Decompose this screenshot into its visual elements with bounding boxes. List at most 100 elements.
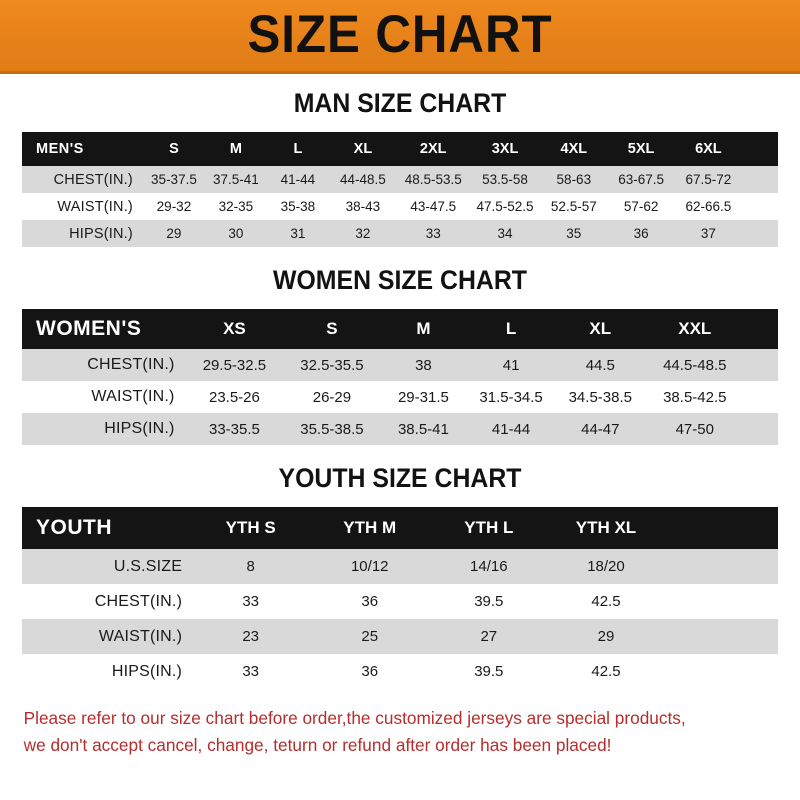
- man-cell-0-8: 67.5-72: [685, 172, 732, 187]
- youth-header-row: YOUTH YTH S YTH M YTH L YTH XL: [22, 507, 778, 549]
- women-table-body: CHEST(IN.) 29.5-32.5 32.5-35.5 38 41 44.…: [22, 349, 778, 445]
- man-cell-1-8: 62-66.5: [685, 199, 732, 214]
- man-cell-1-1: 32-35: [218, 199, 254, 214]
- women-cell-1-2: 29-31.5: [397, 388, 449, 406]
- women-cell-0-4: 44.5: [585, 356, 615, 374]
- women-cell-0-0: 29.5-32.5: [202, 356, 267, 374]
- man-size-table: MEN'S S M L XL 2XL 3XL 4XL 5XL 6XL CHEST…: [22, 132, 778, 247]
- man-cell-0-4: 48.5-53.5: [404, 172, 462, 187]
- youth-size-header-5: [721, 507, 778, 549]
- women-cell-1-6: [744, 381, 778, 413]
- youth-size-table: YOUTH YTH S YTH M YTH L YTH XL U.S.SIZE …: [22, 507, 778, 689]
- women-cell-2-0: 33-35.5: [208, 420, 260, 438]
- youth-cell-2-3: 29: [597, 628, 615, 645]
- women-cell-0-1: 32.5-35.5: [300, 356, 364, 374]
- man-size-header-0: S: [169, 141, 179, 157]
- youth-row-1-label: CHEST(IN.): [94, 592, 183, 610]
- table-row: U.S.SIZE 8 10/12 14/16 18/20: [22, 549, 778, 584]
- man-cell-2-9: [742, 220, 778, 247]
- man-size-header-4: 2XL: [419, 141, 447, 157]
- women-cell-2-3: 41-44: [491, 420, 531, 438]
- youth-cell-2-2: 27: [480, 628, 498, 645]
- table-row: HIPS(IN.) 29 30 31 32 33 34 35 36 37: [22, 220, 778, 247]
- youth-cell-3-1: 36: [361, 663, 379, 680]
- women-header-row: WOMEN'S XS S M L XL XXL: [22, 309, 778, 349]
- women-row-1-label: WAIST(IN.): [91, 388, 175, 405]
- youth-cell-3-5: [721, 654, 778, 689]
- youth-cell-1-4: [665, 584, 722, 619]
- man-cell-1-0: 29-32: [156, 199, 192, 214]
- women-table-wrapper: WOMEN'S XS S M L XL XXL CHEST(IN.) 29.5-…: [0, 309, 800, 445]
- disclaimer-line-2: we don't accept cancel, change, teturn o…: [23, 735, 612, 756]
- man-row-2-label: HIPS(IN.): [69, 225, 133, 242]
- women-table-head: WOMEN'S XS S M L XL XXL: [22, 309, 778, 349]
- man-size-header-2: L: [293, 141, 303, 157]
- youth-cell-2-4: [665, 619, 722, 654]
- man-table-body: CHEST(IN.) 35-37.5 37.5-41 41-44 44-48.5…: [22, 166, 778, 247]
- youth-cell-2-1: 25: [361, 628, 379, 645]
- man-cell-1-4: 43-47.5: [410, 199, 457, 214]
- youth-row-0-label: U.S.SIZE: [113, 557, 183, 575]
- man-size-header-3: XL: [353, 141, 373, 157]
- youth-cell-1-0: 33: [242, 593, 260, 610]
- man-table-head: MEN'S S M L XL 2XL 3XL 4XL 5XL 6XL: [22, 132, 778, 166]
- women-size-header-0: XS: [223, 319, 246, 338]
- youth-cell-1-1: 36: [361, 593, 379, 610]
- women-size-header-1: S: [326, 319, 338, 338]
- man-header-row: MEN'S S M L XL 2XL 3XL 4XL 5XL 6XL: [22, 132, 778, 166]
- table-row: CHEST(IN.) 35-37.5 37.5-41 41-44 44-48.5…: [22, 166, 778, 193]
- youth-cell-2-5: [721, 619, 778, 654]
- youth-cell-3-2: 39.5: [474, 663, 504, 680]
- man-cell-0-2: 41-44: [280, 172, 316, 187]
- youth-cell-1-5: [721, 584, 778, 619]
- man-cell-0-3: 44-48.5: [340, 172, 386, 187]
- man-cell-2-8: 37: [700, 226, 716, 241]
- man-cell-2-3: 32: [355, 226, 371, 241]
- women-cell-1-3: 31.5-34.5: [479, 388, 543, 406]
- youth-cell-1-3: 42.5: [591, 593, 621, 610]
- youth-size-header-1: YTH M: [343, 518, 397, 537]
- youth-section-title: YOUTH SIZE CHART: [278, 463, 522, 493]
- women-size-header-2: M: [416, 319, 431, 338]
- women-cell-2-5: 47-50: [675, 420, 714, 438]
- youth-size-header-0: YTH S: [225, 518, 276, 537]
- man-table-wrapper: MEN'S S M L XL 2XL 3XL 4XL 5XL 6XL CHEST…: [0, 132, 800, 247]
- women-size-header-4: XL: [589, 319, 612, 338]
- women-size-table: WOMEN'S XS S M L XL XXL CHEST(IN.) 29.5-…: [22, 309, 778, 445]
- youth-cell-0-5: [721, 549, 778, 584]
- man-row-0-label: CHEST(IN.): [53, 171, 133, 188]
- disclaimer-line-1: Please refer to our size chart before or…: [23, 708, 686, 728]
- man-cell-1-9: [742, 193, 778, 220]
- man-cell-0-7: 63-67.5: [618, 172, 664, 187]
- women-cell-1-5: 38.5-42.5: [663, 388, 727, 406]
- women-cell-1-0: 23.5-26: [208, 388, 260, 406]
- man-cell-2-5: 34: [497, 226, 513, 241]
- man-cell-1-6: 52.5-57: [550, 199, 597, 214]
- youth-cell-2-0: 23: [242, 628, 260, 645]
- table-row: CHEST(IN.) 29.5-32.5 32.5-35.5 38 41 44.…: [22, 349, 778, 381]
- women-cell-1-4: 34.5-38.5: [568, 388, 632, 406]
- man-cell-2-2: 31: [290, 226, 306, 241]
- youth-table-wrapper: YOUTH YTH S YTH M YTH L YTH XL U.S.SIZE …: [0, 507, 800, 689]
- man-size-header-6: 4XL: [560, 141, 588, 157]
- youth-size-header-3: YTH XL: [575, 518, 637, 537]
- women-cell-2-6: [744, 413, 778, 445]
- youth-table-body: U.S.SIZE 8 10/12 14/16 18/20 CHEST(IN.) …: [22, 549, 778, 689]
- youth-cell-3-0: 33: [242, 663, 260, 680]
- man-cell-1-7: 57-62: [623, 199, 659, 214]
- table-row: HIPS(IN.) 33 36 39.5 42.5: [22, 654, 778, 689]
- man-size-header-7: 5XL: [627, 141, 655, 157]
- man-size-header-5: 3XL: [491, 141, 519, 157]
- man-cell-1-5: 47.5-52.5: [476, 199, 534, 214]
- women-cell-2-2: 38.5-41: [397, 420, 449, 438]
- women-row-label-header: WOMEN'S: [36, 317, 142, 340]
- youth-cell-0-1: 10/12: [350, 558, 389, 575]
- women-cell-0-6: [744, 349, 778, 381]
- man-size-header-1: M: [229, 141, 242, 157]
- man-cell-1-2: 35-38: [280, 199, 316, 214]
- women-row-0-label: CHEST(IN.): [87, 356, 175, 373]
- man-size-header-9: [742, 132, 778, 166]
- man-cell-0-6: 58-63: [556, 172, 592, 187]
- women-size-header-5: XXL: [678, 319, 712, 338]
- women-cell-2-1: 35.5-38.5: [300, 420, 364, 438]
